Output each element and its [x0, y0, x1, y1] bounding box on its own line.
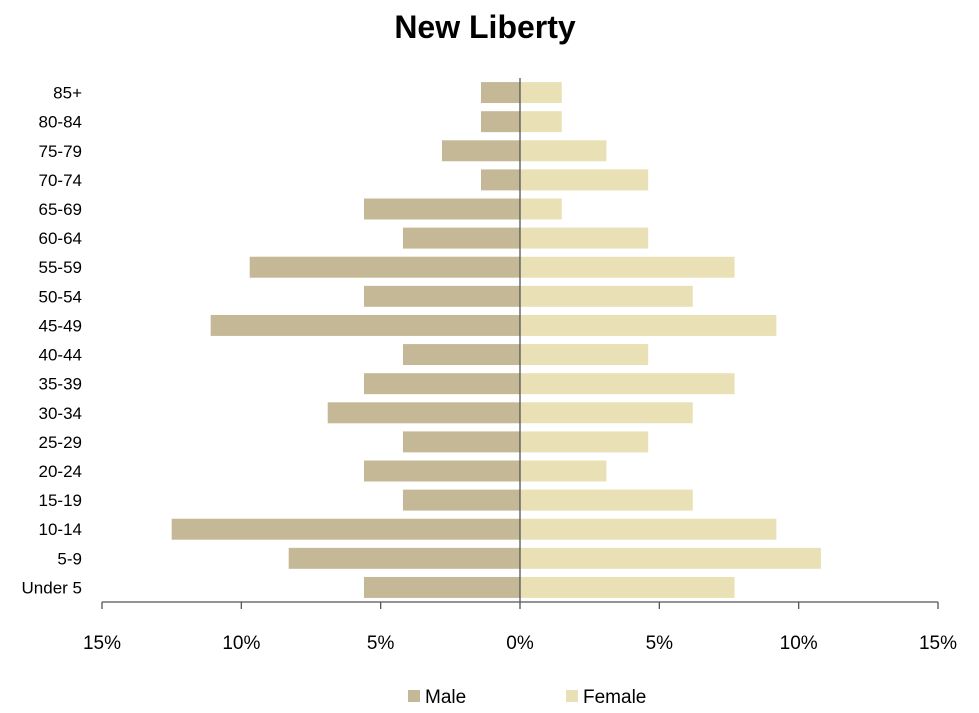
- bar-male-65-69: [363, 198, 520, 220]
- bar-female-25-29: [520, 431, 649, 453]
- bar-female-50-54: [520, 285, 693, 307]
- category-label: Under 5: [22, 578, 82, 597]
- category-label: 25-29: [39, 433, 82, 452]
- category-label: 20-24: [39, 462, 82, 481]
- category-labels: Under 5 5-9 10-14 15-19 20-24 25-29 30-34 35-39…: [22, 84, 83, 598]
- legend-swatch-female: [566, 690, 578, 702]
- category-label: 40-44: [39, 346, 82, 365]
- category-label: 45-49: [39, 316, 82, 335]
- bar-male-25-29: [402, 431, 520, 453]
- bar-female-85+: [520, 82, 562, 104]
- bar-male-5-9: [288, 547, 520, 569]
- category-label: 50-54: [39, 287, 82, 306]
- bar-female-65-69: [520, 198, 562, 220]
- bar-female-30-34: [520, 402, 693, 424]
- category-label: 65-69: [39, 200, 82, 219]
- bar-male-45-49: [210, 314, 520, 336]
- bar-female-under-5: [520, 576, 735, 598]
- category-label: 70-74: [39, 171, 82, 190]
- chart-title: New Liberty: [394, 9, 576, 45]
- bar-female-45-49: [520, 314, 777, 336]
- category-label: 15-19: [39, 491, 82, 510]
- category-label: 5-9: [57, 549, 82, 568]
- bar-male-80-84: [480, 111, 520, 133]
- bar-male-75-79: [441, 140, 520, 162]
- x-tick-label: 5%: [646, 633, 674, 654]
- category-label: 85+: [53, 84, 82, 103]
- bars-layer: [171, 82, 821, 598]
- bar-male-30-34: [327, 402, 520, 424]
- bar-male-15-19: [402, 489, 520, 511]
- bar-female-20-24: [520, 460, 607, 482]
- category-label: 30-34: [39, 404, 82, 423]
- legend-swatch-male: [408, 690, 420, 702]
- bar-female-35-39: [520, 373, 735, 395]
- x-tick-label: 5%: [367, 633, 395, 654]
- x-tick-label: 10%: [222, 633, 260, 654]
- bar-male-70-74: [480, 169, 520, 191]
- bar-female-70-74: [520, 169, 649, 191]
- category-label: 75-79: [39, 142, 82, 161]
- bar-male-under-5: [363, 576, 520, 598]
- bar-female-5-9: [520, 547, 821, 569]
- bar-female-10-14: [520, 518, 777, 540]
- x-axis-ticks: 15% 10% 5% 0% 5% 10% 15%: [83, 602, 957, 654]
- category-label: 55-59: [39, 258, 82, 277]
- category-label: 10-14: [39, 520, 82, 539]
- bar-female-15-19: [520, 489, 693, 511]
- x-tick-label: 10%: [780, 633, 818, 654]
- bar-male-55-59: [249, 256, 520, 278]
- bar-female-55-59: [520, 256, 735, 278]
- bar-female-75-79: [520, 140, 607, 162]
- bar-female-80-84: [520, 111, 562, 133]
- bar-male-35-39: [363, 373, 520, 395]
- bar-male-40-44: [402, 344, 520, 366]
- bar-male-50-54: [363, 285, 520, 307]
- category-label: 80-84: [39, 113, 82, 132]
- x-tick-label: 15%: [919, 633, 957, 654]
- legend-label-male: Male: [425, 687, 466, 708]
- bar-female-40-44: [520, 344, 649, 366]
- bar-female-60-64: [520, 227, 649, 249]
- legend-label-female: Female: [583, 687, 646, 708]
- bar-male-10-14: [171, 518, 520, 540]
- category-label: 35-39: [39, 375, 82, 394]
- x-tick-label: 15%: [83, 633, 121, 654]
- bar-male-20-24: [363, 460, 520, 482]
- category-label: 60-64: [39, 229, 82, 248]
- x-tick-label: 0%: [506, 633, 534, 654]
- bar-male-85+: [480, 82, 520, 104]
- bar-male-60-64: [402, 227, 520, 249]
- legend: Male Female: [408, 687, 646, 708]
